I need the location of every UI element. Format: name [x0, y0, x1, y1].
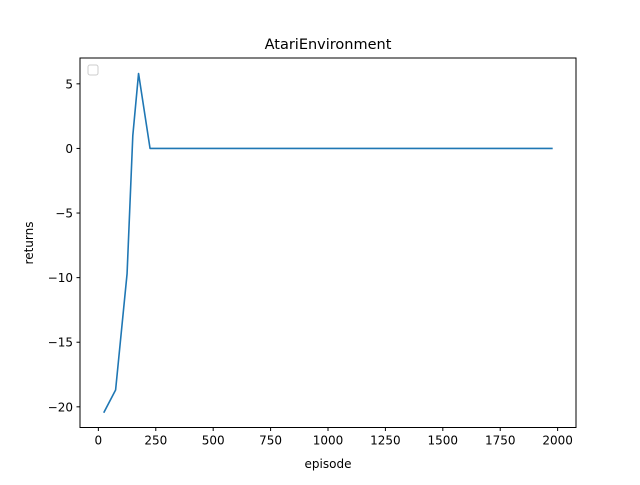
y-tick-label: −5 [55, 207, 73, 221]
x-tick-label: 1000 [313, 434, 344, 448]
x-tick-label: 2000 [542, 434, 573, 448]
plot-frame [79, 57, 577, 428]
y-tick-label: −20 [48, 400, 73, 414]
series-line [103, 72, 553, 414]
x-tick-label: 500 [202, 434, 225, 448]
chart-title: AtariEnvironment [265, 37, 392, 53]
y-tick-label: −10 [48, 271, 73, 285]
x-tick-label: 1500 [428, 434, 459, 448]
x-tick-label: 750 [259, 434, 282, 448]
y-tick-label: 5 [65, 77, 73, 91]
y-axis-label: returns [22, 222, 36, 265]
x-tick-label: 1250 [370, 434, 401, 448]
x-tick-label: 1750 [485, 434, 516, 448]
legend-box[interactable] [87, 64, 99, 76]
y-tick-label: 0 [65, 142, 73, 156]
x-axis-label: episode [305, 457, 352, 471]
x-axis-ticks: 0 250 500 750 1000 1250 1500 1750 2000 [95, 427, 573, 448]
x-tick-label: 250 [144, 434, 167, 448]
y-axis-ticks: −20 −15 −10 −5 0 5 [48, 77, 80, 414]
x-tick-label: 0 [95, 434, 103, 448]
y-tick-label: −15 [48, 336, 73, 350]
series-layer [103, 72, 553, 414]
